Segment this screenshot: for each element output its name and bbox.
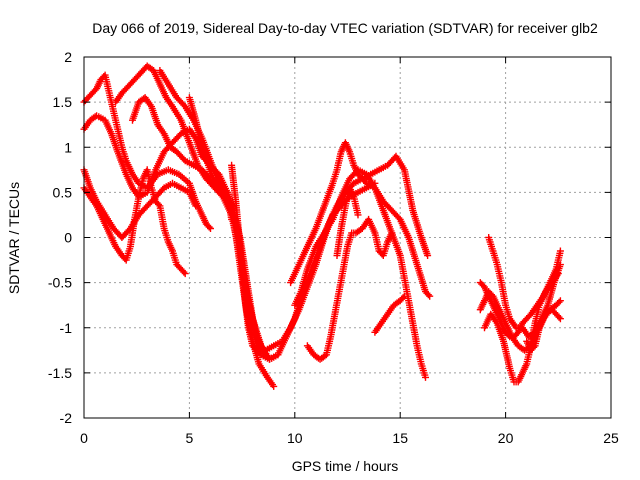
y-tick-label: 1.5 [53,94,73,110]
data-point-markers [523,306,564,354]
x-tick-label: 25 [603,430,619,446]
data-point-markers [371,292,408,336]
data-point-markers [303,215,396,363]
x-tick-label: 5 [186,430,194,446]
x-tick-label: 20 [498,430,514,446]
x-tick-label: 0 [80,430,88,446]
y-tick-label: -1 [60,320,73,336]
y-tick-label: -0.5 [48,275,72,291]
y-tick-label: 0 [64,230,72,246]
chart-title: Day 066 of 2019, Sidereal Day-to-day VTE… [92,20,598,36]
axes: 0 5 10 15 20 25 -2 -1.5 -1 -0.5 0 0.5 1 1.5 2 [48,49,619,446]
series-track-10 [287,139,434,300]
data-point-markers [185,94,379,354]
series-track-12 [303,215,396,363]
data-points [80,62,564,390]
y-tick-label: 1 [64,139,72,155]
data-point-markers [291,166,429,381]
data-point-markers [333,184,362,259]
series-track-11 [291,166,429,381]
series-track-19 [523,306,564,354]
y-axis-label: SDTVAR / TECUs [6,182,22,294]
data-point-markers [287,139,434,300]
x-axis-label: GPS time / hours [292,458,399,474]
y-tick-label: -1.5 [48,365,72,381]
x-tick-label: 15 [392,430,408,446]
y-tick-label: 2 [64,49,72,65]
series-track-6 [185,94,379,354]
x-tick-label: 10 [287,430,303,446]
series-track-13 [333,184,362,259]
y-tick-label: 0.5 [53,184,73,200]
series-track-14 [371,292,408,336]
y-tick-label: -2 [60,410,73,426]
